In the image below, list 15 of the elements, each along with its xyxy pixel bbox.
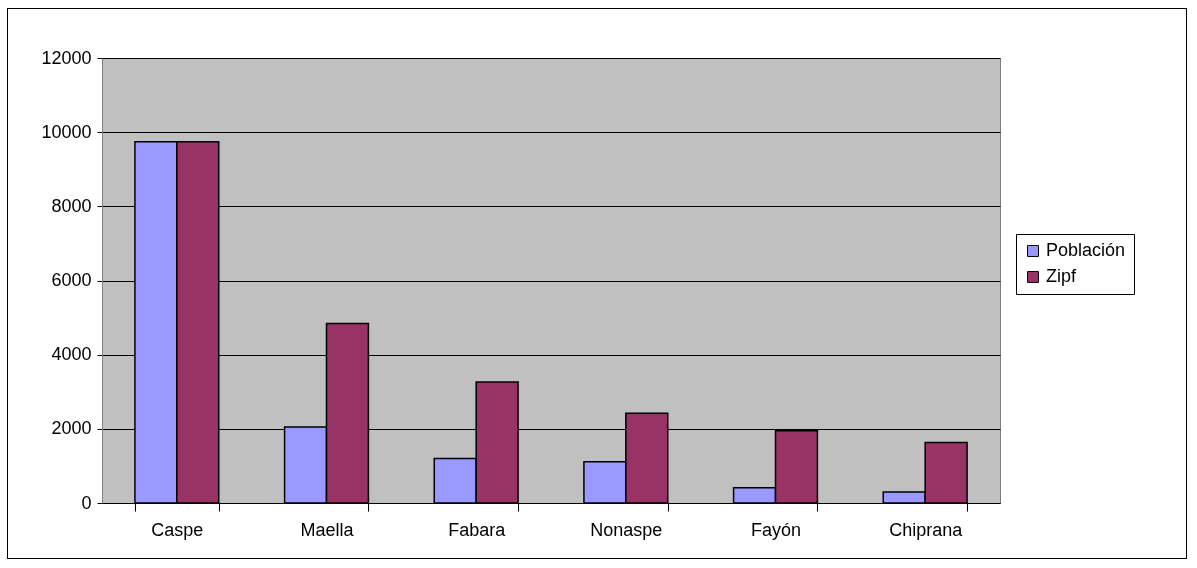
x-tick-label: Maella bbox=[300, 519, 355, 540]
x-tick-label: Nonaspe bbox=[590, 519, 663, 540]
legend-label: Población bbox=[1046, 240, 1126, 260]
y-tick-label: 10000 bbox=[41, 121, 92, 142]
x-tick-label: Fayón bbox=[750, 519, 802, 540]
y-tick-label: 0 bbox=[81, 492, 92, 513]
x-tick-label: Chiprana bbox=[889, 519, 964, 540]
y-tick-label: 2000 bbox=[51, 418, 92, 439]
y-tick-label: 4000 bbox=[51, 344, 92, 365]
y-tick-label: 6000 bbox=[51, 270, 92, 290]
legend-label: Zipf bbox=[1046, 266, 1077, 286]
y-tick-label: 12000 bbox=[41, 47, 92, 68]
x-tick-label: Fabara bbox=[448, 519, 507, 540]
y-tick-label: 8000 bbox=[51, 195, 92, 216]
x-tick-label: Caspe bbox=[151, 519, 204, 540]
